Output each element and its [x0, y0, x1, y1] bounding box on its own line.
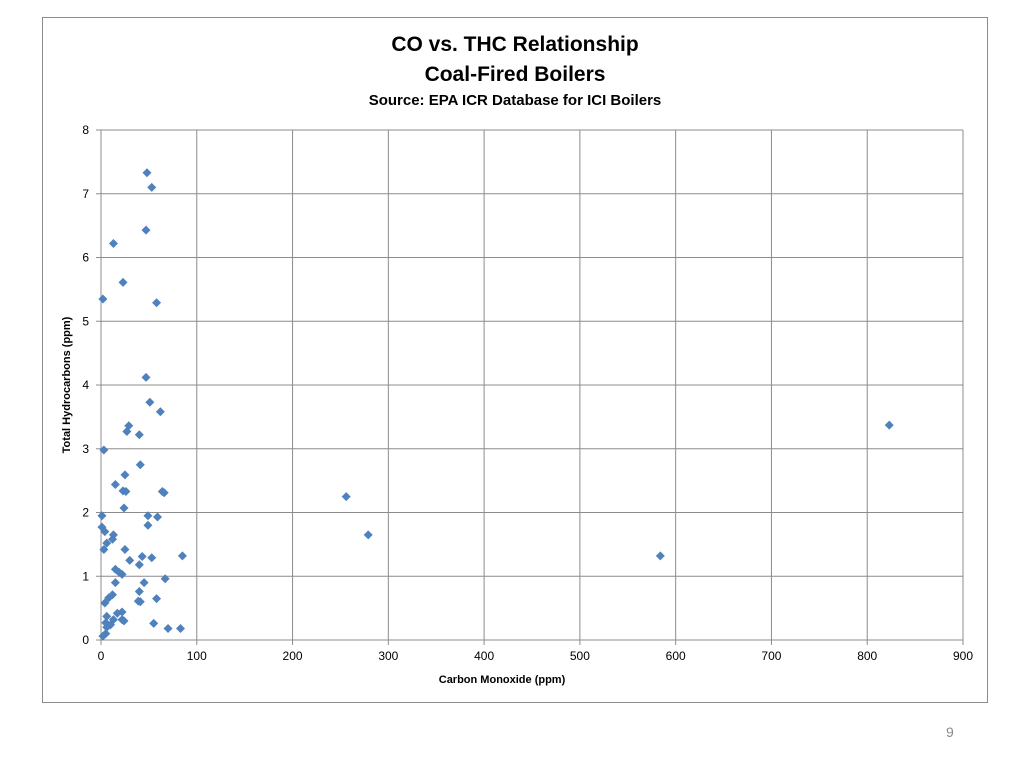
x-tick-label: 400 — [474, 649, 494, 663]
data-point — [655, 551, 665, 561]
y-tick-label: 6 — [82, 251, 89, 265]
data-point — [177, 551, 187, 561]
x-tick-label: 300 — [378, 649, 398, 663]
chart-subtitle: Source: EPA ICR Database for ICI Boilers — [368, 92, 662, 109]
scatter-plot: 0 100 200 300 400 500 600 700 800 900 0 1 2 3 4 5 6 7 8 Car… — [61, 123, 973, 686]
y-tick-label: 7 — [82, 187, 89, 201]
data-point — [135, 460, 145, 470]
y-tick-label: 5 — [82, 314, 89, 328]
data-point — [134, 560, 144, 570]
data-point — [149, 618, 159, 628]
data-point — [98, 294, 108, 304]
data-point — [160, 574, 170, 584]
data-point — [134, 430, 144, 440]
chart-title-line2: Coal-Fired Boilers — [424, 63, 606, 86]
data-point — [102, 538, 112, 548]
x-tick-label: 0 — [98, 649, 105, 663]
data-point — [152, 298, 162, 308]
data-point — [110, 578, 120, 588]
data-point — [119, 616, 129, 626]
data-point — [137, 551, 147, 561]
data-point — [117, 569, 127, 579]
data-point — [119, 503, 129, 513]
data-point — [122, 427, 132, 437]
data-point — [363, 530, 373, 540]
x-tick-label: 600 — [666, 649, 686, 663]
data-point — [141, 372, 151, 382]
x-tick-label: 700 — [761, 649, 781, 663]
x-axis-title: Carbon Monoxide (ppm) — [439, 674, 566, 686]
data-point — [147, 182, 157, 192]
data-point — [100, 527, 110, 537]
chart-titles: CO vs. THC Relationship Coal-Fired Boile… — [43, 30, 987, 112]
data-point — [100, 598, 110, 608]
y-axis-title: Total Hydrocarbons (ppm) — [61, 316, 73, 453]
data-point — [99, 445, 109, 455]
data-point — [142, 168, 152, 178]
x-tick-label: 100 — [187, 649, 207, 663]
data-point — [120, 470, 130, 480]
page-number: 9 — [946, 724, 954, 740]
data-point — [163, 624, 173, 634]
x-tick-label: 900 — [953, 649, 973, 663]
data-point — [102, 622, 112, 632]
data-point — [143, 520, 153, 530]
data-point — [102, 611, 112, 621]
data-point — [141, 225, 151, 235]
data-point — [107, 534, 117, 544]
data-point — [112, 608, 122, 618]
data-point — [120, 544, 130, 554]
y-tick-label: 1 — [82, 569, 89, 583]
y-tick-label: 3 — [82, 442, 89, 456]
data-point — [134, 587, 144, 597]
y-tick-label: 2 — [82, 506, 89, 520]
data-point — [153, 512, 163, 522]
data-point — [98, 631, 108, 641]
chart-frame: CO vs. THC Relationship Coal-Fired Boile… — [42, 17, 988, 703]
data-point — [143, 511, 153, 521]
data-point — [118, 277, 128, 287]
data-point — [139, 578, 149, 588]
data-point — [99, 544, 109, 554]
data-point — [108, 238, 118, 248]
x-tick-label: 500 — [570, 649, 590, 663]
data-point — [341, 492, 351, 502]
y-tick-label: 8 — [82, 123, 89, 137]
x-tick-label: 800 — [857, 649, 877, 663]
x-tick-label: 200 — [283, 649, 303, 663]
data-point — [135, 597, 145, 607]
data-point — [125, 555, 135, 565]
data-point — [152, 594, 162, 604]
data-point — [121, 486, 131, 496]
data-point — [155, 407, 165, 417]
data-point — [147, 553, 157, 563]
data-point — [159, 488, 169, 498]
data-point — [884, 420, 894, 430]
chart-title: CO vs. THC Relationship — [391, 33, 639, 56]
data-point — [145, 397, 155, 407]
data-point — [97, 511, 107, 521]
y-tick-label: 0 — [82, 633, 89, 647]
y-tick-label: 4 — [82, 378, 89, 392]
data-point — [175, 624, 185, 634]
data-point — [110, 479, 120, 489]
data-point — [106, 620, 116, 630]
